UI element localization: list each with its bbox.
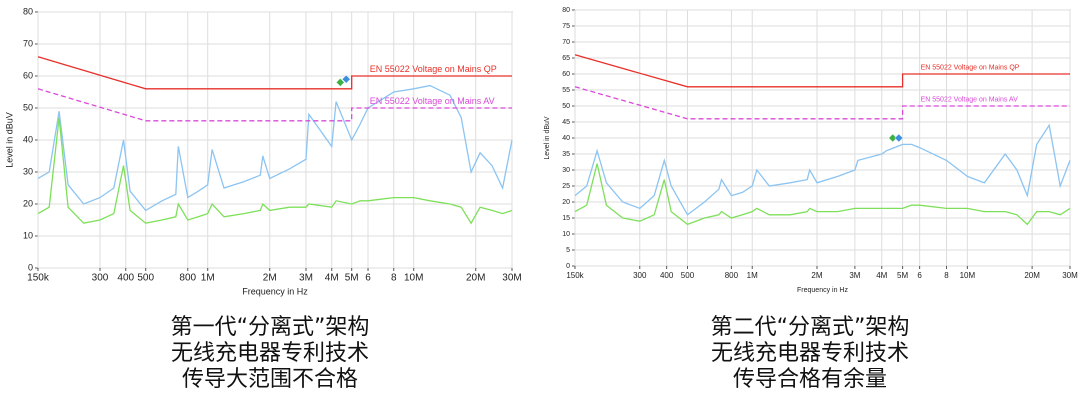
marker <box>335 78 345 87</box>
y-tick-label: 0 <box>566 263 570 270</box>
series-line <box>37 117 513 225</box>
x-tick-label: 4M <box>876 271 887 280</box>
caption-line: 第二代“分离式”架构 <box>710 315 910 340</box>
y-tick-label: 40 <box>23 134 33 144</box>
x-tick-label: 20M <box>466 273 485 284</box>
y-tick-label: 40 <box>562 135 570 142</box>
caption-line: 第一代“分离式”架构 <box>170 315 370 340</box>
x-tick-label: 2M <box>263 273 277 284</box>
x-tick-label: 10M <box>960 271 976 280</box>
x-tick-label: 500 <box>137 273 154 284</box>
x-tick-label: 10M <box>404 273 423 284</box>
x-tick-label: 20M <box>1024 271 1040 280</box>
x-tick-label: 300 <box>633 271 647 280</box>
x-tick-label: 30M <box>502 273 521 284</box>
x-tick-label: 800 <box>179 273 196 284</box>
x-tick-label: 300 <box>92 273 109 284</box>
y-tick-label: 50 <box>562 103 570 110</box>
y-tick-label: 60 <box>23 70 33 80</box>
y-tick-label: 35 <box>562 151 570 158</box>
caption-line: 传导合格有余量 <box>732 367 887 392</box>
x-tick-label: 150k <box>27 273 50 284</box>
x-axis-label: Frequency in Hz <box>797 287 848 294</box>
y-tick-label: 70 <box>562 39 570 46</box>
caption-line: 传导大范围不合格 <box>181 367 358 392</box>
marker <box>894 133 904 143</box>
y-tick-label: 25 <box>562 183 570 190</box>
x-axis-label: Frequency in Hz <box>242 286 308 296</box>
x-tick-label: 150k <box>566 271 584 280</box>
x-tick-label: 800 <box>725 271 739 280</box>
x-tick-label: 8 <box>391 273 397 284</box>
annotation: EN 55022 Voltage on Mains QP <box>921 64 1020 71</box>
x-tick-label: 400 <box>660 271 674 280</box>
x-tick-label: 2M <box>811 271 822 280</box>
series-line <box>37 84 513 212</box>
y-tick-label: 5 <box>566 247 570 254</box>
y-tick-label: 20 <box>562 199 570 206</box>
x-tick-label: 4M <box>325 273 339 284</box>
x-tick-label: 3M <box>299 273 313 284</box>
y-tick-label: 45 <box>562 119 570 126</box>
caption-right: 第二代“分离式”架构 无线充电器专利技术 传导合格有余量 <box>540 315 1080 393</box>
y-tick-label: 30 <box>562 167 570 174</box>
y-tick-label: 15 <box>562 215 570 222</box>
y-tick-label: 80 <box>562 7 570 14</box>
series-line <box>574 163 1071 226</box>
annotation: EN 55022 Voltage on Mains AV <box>370 96 495 106</box>
series-line <box>37 56 512 90</box>
y-axis-label: Level in dBuV <box>4 112 14 168</box>
series-line <box>574 86 1070 120</box>
y-axis-label: Level in dBuV <box>544 116 551 160</box>
caption-line: 无线充电器专利技术 <box>170 341 369 366</box>
y-tick-label: 60 <box>562 71 570 78</box>
marker <box>888 133 898 143</box>
x-tick-label: 400 <box>117 273 134 284</box>
annotation: EN 55022 Voltage on Mains QP <box>370 64 497 74</box>
series-line <box>37 88 512 122</box>
x-tick-label: 5M <box>345 273 359 284</box>
x-tick-label: 500 <box>681 271 695 280</box>
x-tick-label: 6 <box>917 271 922 280</box>
y-tick-label: 70 <box>23 38 33 48</box>
caption-left: 第一代“分离式”架构 无线充电器专利技术 传导大范围不合格 <box>0 315 540 393</box>
y-tick-label: 65 <box>562 55 570 62</box>
x-tick-label: 6 <box>365 273 371 284</box>
series-line <box>574 123 1071 216</box>
x-tick-label: 8 <box>944 271 949 280</box>
y-tick-label: 0 <box>28 262 33 272</box>
y-tick-label: 10 <box>23 230 33 240</box>
x-tick-label: 3M <box>849 271 860 280</box>
x-tick-label: 1M <box>201 273 215 284</box>
caption-line: 无线充电器专利技术 <box>710 341 909 366</box>
y-tick-label: 10 <box>562 231 570 238</box>
y-tick-label: 75 <box>562 23 570 30</box>
x-tick-label: 30M <box>1062 271 1078 280</box>
annotation: EN 55022 Voltage on Mains AV <box>921 96 1018 103</box>
marker <box>341 74 351 84</box>
y-tick-label: 80 <box>23 6 33 16</box>
x-tick-label: 1M <box>747 271 758 280</box>
y-tick-label: 20 <box>23 198 33 208</box>
series-line <box>574 54 1070 88</box>
x-tick-label: 5M <box>897 271 908 280</box>
y-tick-label: 50 <box>23 102 33 112</box>
y-tick-label: 55 <box>562 87 570 94</box>
y-tick-label: 30 <box>23 166 33 176</box>
